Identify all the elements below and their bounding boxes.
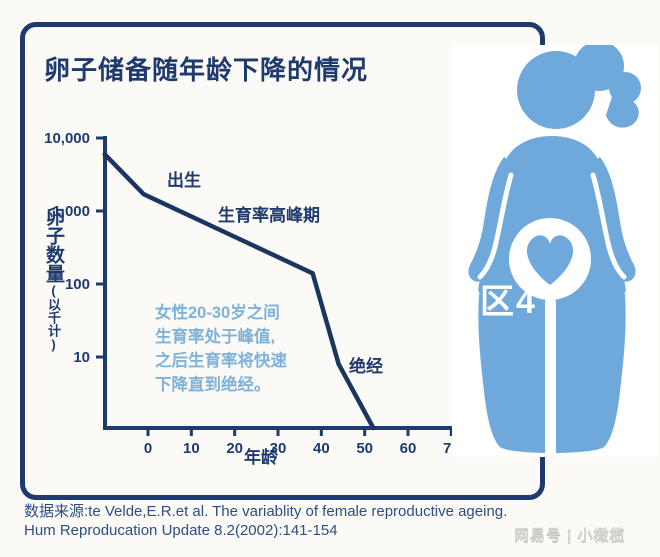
svg-text:10: 10: [73, 349, 90, 366]
annotation-description: 女性20-30岁之间 生育率处于峰值, 之后生育率将快速 下降直到绝经。: [155, 304, 287, 394]
svg-text:20: 20: [226, 440, 243, 457]
svg-text:10,000: 10,000: [44, 130, 90, 147]
data-source-citation: 数据来源:te Velde,E.R.et al. The variablity …: [24, 502, 534, 540]
ponytail-curl-upper: [609, 72, 641, 104]
svg-text:60: 60: [400, 440, 417, 457]
center-watermark: 区4: [480, 283, 537, 321]
y-axis-label-sub: (以千计): [46, 283, 61, 352]
svg-text:100: 100: [65, 276, 90, 293]
page-title: 卵子储备随年龄下降的情况: [44, 55, 369, 85]
svg-text:30: 30: [270, 440, 287, 457]
svg-text:10: 10: [183, 440, 200, 457]
head-shape: [517, 51, 595, 129]
x-axis-label: 年龄: [244, 448, 278, 467]
svg-text:40: 40: [313, 440, 330, 457]
svg-text:50: 50: [356, 440, 373, 457]
pregnant-woman-icon: [452, 45, 658, 457]
left-arm-shape: [468, 157, 510, 282]
ponytail-curl-lower: [606, 96, 639, 128]
y-axis-label-main: 卵子数量: [43, 207, 64, 283]
y-axis-label: 卵子数量(以千计): [40, 207, 66, 417]
svg-text:1,000: 1,000: [52, 203, 90, 220]
annotation-menopause: 绝经: [349, 357, 383, 376]
svg-text:0: 0: [144, 440, 152, 457]
annotation-peak-fertility: 生育率高峰期: [218, 206, 320, 225]
right-arm-shape: [594, 157, 636, 282]
heart-icon: [526, 235, 574, 285]
source-line-1: 数据来源:te Velde,E.R.et al. The variablity …: [24, 503, 508, 520]
annotation-birth: 出生: [167, 171, 201, 190]
arm-slits: [477, 172, 627, 280]
publisher-watermark: 网易号 | 小橄榄: [514, 527, 626, 544]
source-line-2: Hum Reproducation Update 8.2(2002):141-1…: [24, 522, 338, 539]
leg-gap: [545, 299, 556, 457]
